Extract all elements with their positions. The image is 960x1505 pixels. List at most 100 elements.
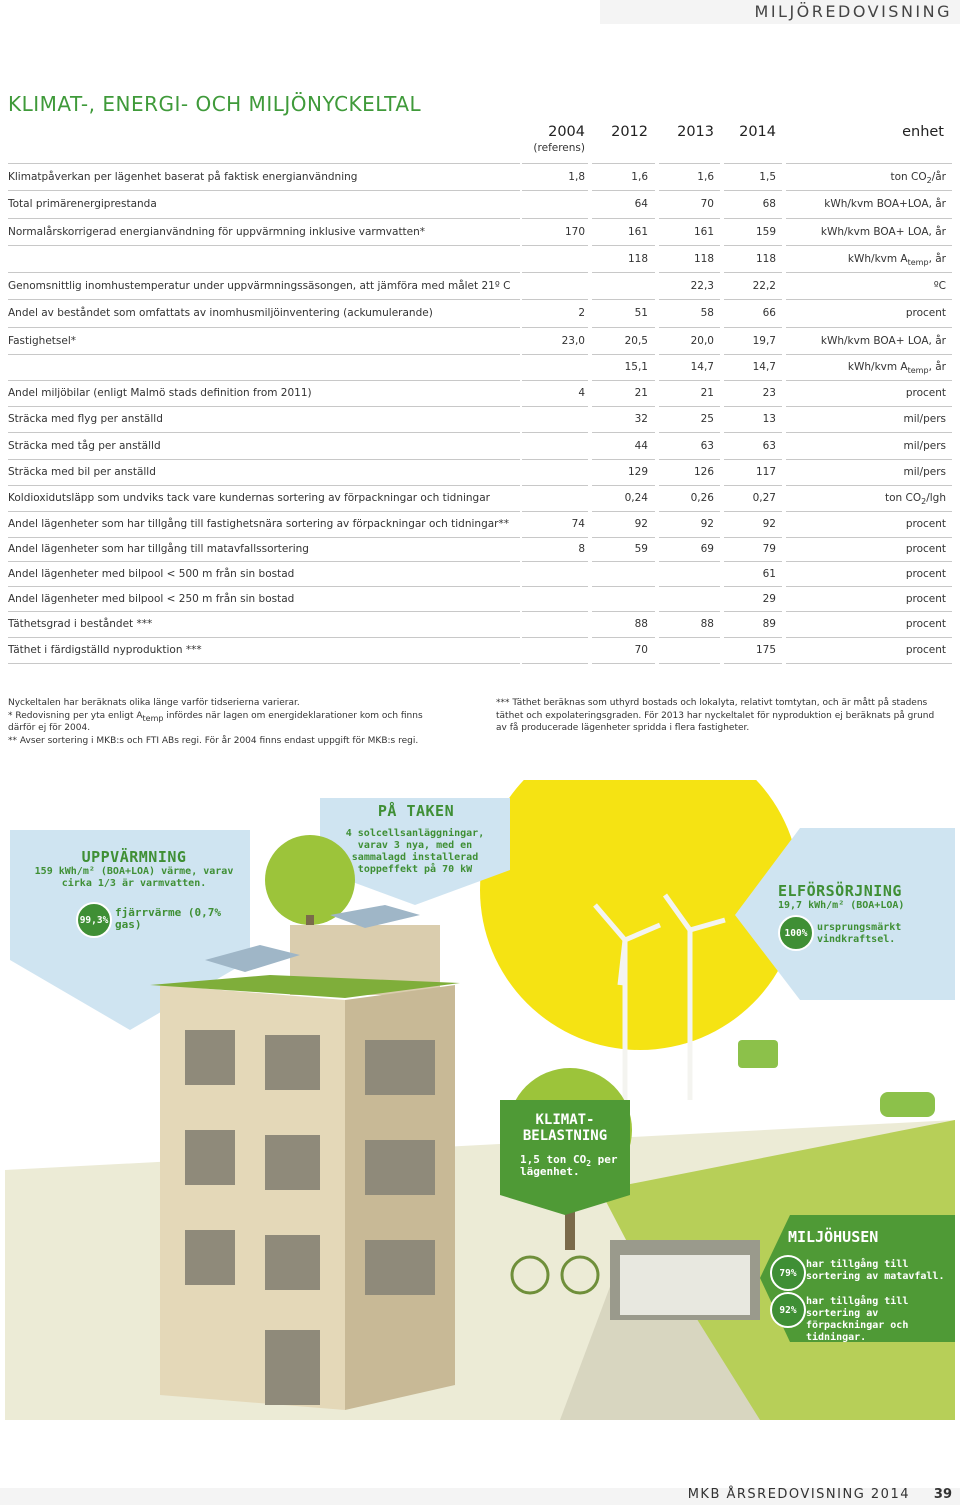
- row-line: [786, 586, 952, 587]
- footnote: *** Täthet beräknas som uthyrd bostads o…: [496, 697, 944, 735]
- row-line: [522, 537, 588, 538]
- row-line: [659, 380, 720, 381]
- text: ** Avser sortering i MKB:s och FTI ABs r…: [8, 735, 419, 746]
- row-line: [8, 380, 520, 381]
- text: mil/pers: [903, 466, 946, 478]
- row-line: [659, 663, 720, 664]
- window: [365, 1240, 435, 1295]
- value-cell: 118: [627, 252, 648, 265]
- row-line: [8, 611, 520, 612]
- row-label: Fastighetsel*: [8, 334, 77, 347]
- page-title: KLIMAT-, ENERGI- OCH MILJÖNYCKELTAL: [8, 92, 422, 116]
- subscript: temp: [907, 366, 929, 375]
- window: [265, 1135, 320, 1190]
- turbine-blade: [662, 893, 693, 932]
- value-cell: 161: [627, 225, 648, 238]
- row-line: [592, 459, 655, 460]
- text: kWh/kvm BOA+LOA, år: [824, 198, 946, 210]
- row-line: [592, 380, 655, 381]
- value-cell: 64: [634, 198, 648, 210]
- climate-heading: KLIMAT- BELASTNING: [500, 1112, 630, 1144]
- subscript: 2: [926, 175, 932, 185]
- row-label: Genomsnittlig inomhustemperatur under up…: [8, 279, 511, 292]
- row-line: [786, 354, 952, 355]
- footnote: * Redovisning per yta enligt Atemp inför…: [8, 710, 448, 735]
- column-year: 2012: [611, 124, 648, 140]
- window: [265, 1235, 320, 1290]
- value-cell: 23,0: [561, 334, 585, 347]
- window: [185, 1130, 235, 1185]
- row-line: [8, 327, 520, 328]
- unit-cell: procent: [906, 306, 946, 320]
- unit-cell: procent: [906, 517, 946, 531]
- waste-text: har tillgång till sortering av matavfall…: [806, 1259, 945, 1282]
- row-label: Total primärenergiprestanda: [8, 198, 157, 210]
- row-line: [522, 163, 588, 164]
- value-cell: 20,5: [624, 334, 648, 347]
- row-line: [522, 511, 588, 512]
- unit-cell: mil/pers: [903, 439, 946, 453]
- recycling-bins: [620, 1255, 750, 1315]
- footnotes-right: *** Täthet beräknas som uthyrd bostads o…: [496, 697, 944, 735]
- row-line: [522, 459, 588, 460]
- climate-text: 1,5 ton CO2 per lägenhet.: [520, 1154, 620, 1178]
- value-cell: 14,7: [752, 361, 776, 373]
- text: ºC: [933, 279, 946, 292]
- row-line: [659, 537, 720, 538]
- text: mil/pers: [903, 413, 946, 425]
- column-year: 2014: [739, 124, 776, 140]
- value-cell: 92: [634, 518, 648, 530]
- unit-cell: mil/pers: [903, 465, 946, 479]
- window: [185, 1030, 235, 1085]
- row-label: Täthetsgrad i beståndet ***: [8, 618, 153, 630]
- row-line: [659, 406, 720, 407]
- wind-turbines: [593, 893, 726, 1110]
- text: procent: [905, 387, 946, 399]
- value-cell: 32: [634, 413, 648, 425]
- row-line: [786, 637, 952, 638]
- row-line: [8, 354, 520, 355]
- row-label: Sträcka med flyg per anställd: [8, 413, 163, 425]
- climate-box: [500, 1100, 630, 1215]
- text: ton CO: [890, 170, 927, 183]
- header-band: [600, 0, 960, 24]
- solar-panel: [205, 945, 300, 972]
- text: *** Täthet beräknas som uthyrd bostads o…: [496, 698, 935, 733]
- footer-publication: MKB ÅRSREDOVISNING 2014: [687, 1487, 910, 1502]
- text: * Redovisning per yta enligt A: [8, 710, 143, 721]
- row-line: [522, 272, 588, 273]
- value-cell: 44: [634, 439, 648, 452]
- row-line: [522, 299, 588, 300]
- row-line: [8, 190, 520, 191]
- roof-arrow: [320, 798, 510, 905]
- value-cell: 1,8: [568, 170, 585, 183]
- row-line: [522, 406, 588, 407]
- value-cell: 88: [634, 618, 648, 630]
- row-line: [659, 586, 720, 587]
- heating-badge-text: fjärrvärme (0,7% gas): [115, 906, 221, 931]
- value-cell: 21: [634, 387, 648, 399]
- value-cell: 15,1: [624, 361, 648, 373]
- row-line: [724, 299, 782, 300]
- row-line: [8, 406, 520, 407]
- text: procent: [905, 644, 946, 656]
- unit-cell: mil/pers: [903, 412, 946, 426]
- row-line: [8, 218, 520, 219]
- climate-heading-line: KLIMAT-: [535, 1112, 595, 1128]
- row-line: [592, 327, 655, 328]
- unit-cell: procent: [906, 643, 946, 657]
- value-cell: 161: [693, 225, 714, 238]
- text: procent: [905, 567, 946, 580]
- value-cell: 117: [755, 466, 776, 478]
- column-year: 2013: [677, 124, 714, 140]
- value-cell: 8: [578, 543, 585, 555]
- row-line: [592, 586, 655, 587]
- unit-cell: kWh/kvm Atemp, år: [848, 252, 946, 267]
- row-label: Normalårskorrigerad energianvändning för…: [8, 225, 426, 238]
- unit-cell: kWh/kvm BOA+ LOA, år: [821, 225, 946, 239]
- value-cell: 51: [634, 307, 648, 319]
- row-line: [659, 485, 720, 486]
- windows: [185, 1030, 435, 1405]
- value-cell: 69: [700, 543, 714, 555]
- roof-text: 4 solcellsanläggningar, varav 3 nya, med…: [345, 828, 485, 875]
